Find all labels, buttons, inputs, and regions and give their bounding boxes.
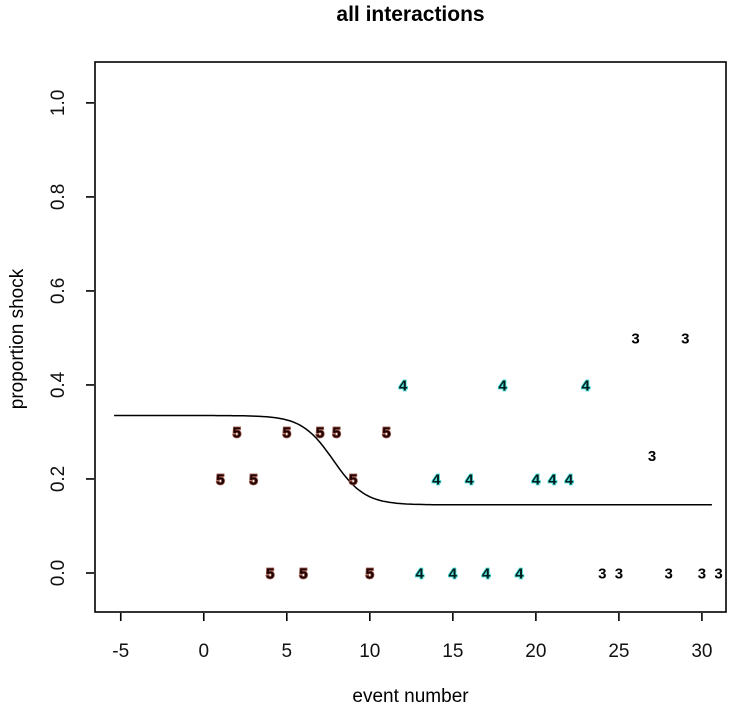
point-label-5: 5 — [266, 565, 274, 582]
point-label-4: 4 — [399, 377, 408, 394]
x-tick-label: 10 — [359, 641, 380, 662]
point-label-3: 3 — [698, 565, 706, 582]
x-tick-label: 30 — [691, 641, 712, 662]
y-tick-label: 0.4 — [48, 371, 69, 398]
point-label-3: 3 — [648, 448, 656, 465]
point-label-4: 4 — [498, 377, 507, 394]
point-label-5: 5 — [233, 424, 241, 441]
point-label-4: 4 — [415, 565, 424, 582]
y-tick-label: 0.2 — [48, 466, 69, 492]
x-tick-label: 20 — [525, 641, 546, 662]
point-label-4: 4 — [449, 565, 458, 582]
y-tick-label: 0.6 — [48, 278, 69, 304]
x-axis: -5 0 5 10 15 20 25 30 — [112, 613, 712, 662]
y-tick-label: 0.8 — [48, 184, 69, 210]
point-label-4: 4 — [432, 471, 441, 488]
point-label-5: 5 — [349, 471, 357, 488]
x-axis-title: event number — [352, 686, 469, 707]
point-label-5: 5 — [316, 424, 324, 441]
chart-title: all interactions — [336, 3, 485, 26]
y-axis-title: proportion shock — [7, 268, 28, 410]
plot-box — [94, 61, 727, 613]
point-label-4: 4 — [515, 565, 524, 582]
point-label-4: 4 — [465, 471, 474, 488]
y-tick-label: 0.0 — [48, 560, 69, 586]
point-label-5: 5 — [299, 565, 307, 582]
x-tick-label: 5 — [282, 641, 293, 662]
point-label-4: 4 — [548, 471, 557, 488]
point-label-4: 4 — [482, 565, 491, 582]
point-label-3: 3 — [631, 330, 639, 347]
point-label-5: 5 — [216, 471, 224, 488]
point-label-5: 5 — [382, 424, 390, 441]
point-label-3: 3 — [598, 565, 606, 582]
point-label-5: 5 — [283, 424, 291, 441]
point-label-4: 4 — [565, 471, 574, 488]
point-label-5: 5 — [249, 471, 257, 488]
x-tick-label: 25 — [608, 641, 629, 662]
point-label-3: 3 — [615, 565, 623, 582]
point-label-3: 3 — [665, 565, 673, 582]
y-axis: 0.0 0.2 0.4 0.6 0.8 1.0 — [48, 90, 94, 586]
point-label-3: 3 — [714, 565, 722, 582]
point-label-5: 5 — [332, 424, 340, 441]
x-tick-label: 0 — [198, 641, 209, 662]
point-label-3: 3 — [681, 330, 689, 347]
y-tick-label: 1.0 — [48, 90, 69, 116]
x-tick-label: 15 — [442, 641, 463, 662]
point-label-4: 4 — [582, 377, 591, 394]
x-tick-label: -5 — [112, 641, 129, 662]
point-label-5: 5 — [366, 565, 374, 582]
fit-curve — [114, 414, 712, 506]
point-label-4: 4 — [532, 471, 541, 488]
